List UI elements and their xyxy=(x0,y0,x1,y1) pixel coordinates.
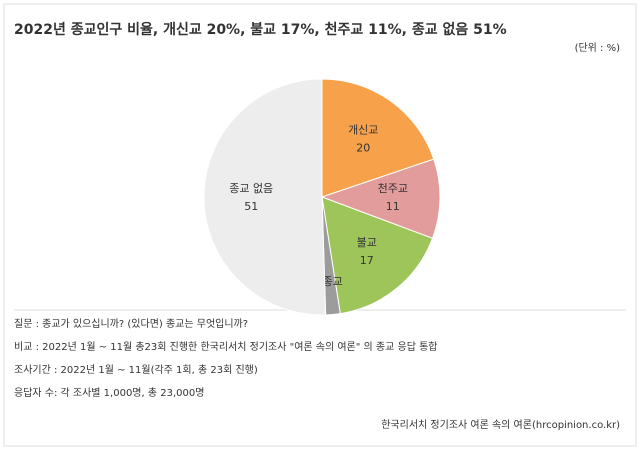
pie-slice xyxy=(321,196,434,315)
note: 응답자 수: 각 조사별 1,000명, 총 23,000명 xyxy=(14,387,204,399)
pie-slice xyxy=(320,158,441,239)
chart-title: 2022년 종교인구 비율, 개신교 20%, 불교 17%, 천주교 11%,… xyxy=(14,21,507,38)
slice-value: 51 xyxy=(244,200,258,213)
slice-label: 불교 xyxy=(357,236,377,249)
slice-label: 천주교 xyxy=(378,181,408,195)
slice-value: 17 xyxy=(360,254,374,267)
pie-slice xyxy=(203,78,327,316)
note: 조사기간 : 2022년 1월 ~ 11월(각주 1회, 총 23회 진행) xyxy=(14,364,258,376)
pie-slice xyxy=(321,78,435,198)
unit-note: (단위 : %) xyxy=(575,41,621,54)
source: 한국리서치 정기조사 여론 속의 여론(hrcopinion.co.kr) xyxy=(381,419,620,431)
slice-value: 20 xyxy=(356,141,370,154)
slice-value: 11 xyxy=(386,200,400,213)
slice-label: 개신교 xyxy=(348,123,378,136)
slice-label: 종교 없음 xyxy=(229,182,273,195)
note: 질문 : 종교가 있으십니까? (있다면) 종교는 무엇입니까? xyxy=(14,317,248,330)
note: 비교 : 2022년 1월 ~ 11월 총23회 진행한 한국리서치 정기조사 … xyxy=(14,341,437,353)
